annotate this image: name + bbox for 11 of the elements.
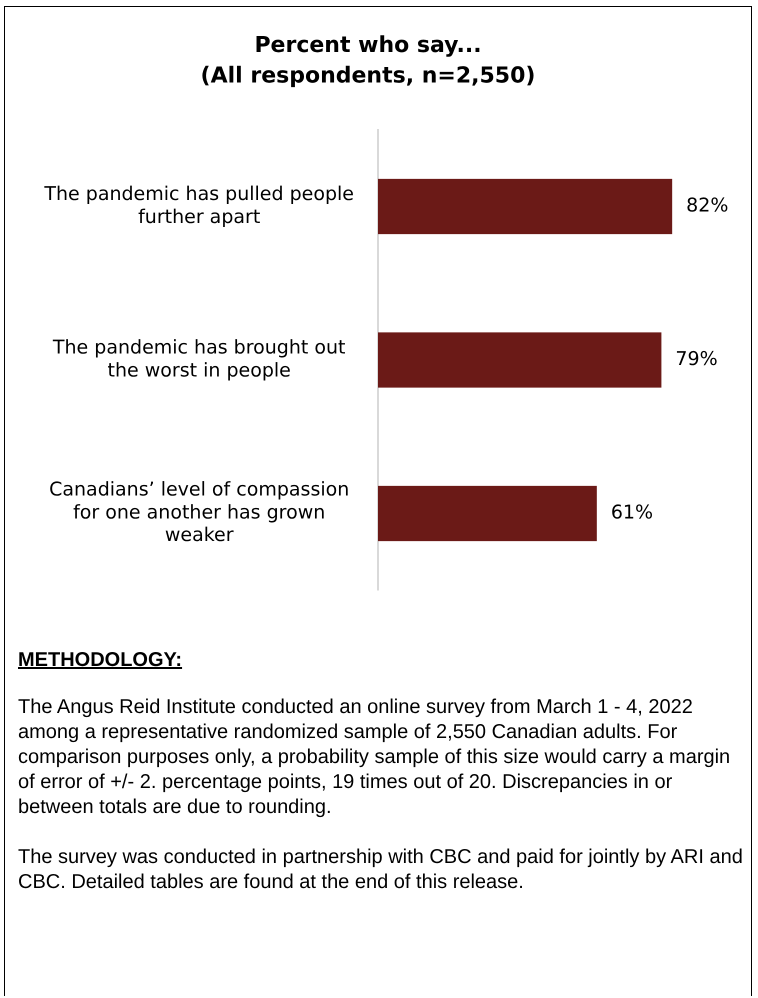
y-tick-label: The pandemic has brought out the worst in people [52, 336, 346, 382]
chart-title: Percent who say... [254, 32, 482, 58]
data-label: 79% [675, 348, 718, 370]
text: METHODOLOGY: [18, 648, 184, 673]
data-label: 61% [610, 501, 654, 524]
text: The Angus Reid Institute conducted an online survey from March 1 - 4, 2022 among a representative randomized sample of 2,550 Canadian adults. For comparison purposes only, a probability sample of this size would carry a margin of error of +/- 2. percentage points, 19 times out of 20. Discrepancies in or between totals are due to rounding. [18, 695, 732, 820]
y-tick-label: Canadians’ level of compassion for one another has grown weaker [49, 478, 350, 546]
y-tick-label: The pandemic has pulled people further apart [43, 183, 354, 228]
chart-subtitle: (All respondents, n=2,550) [200, 63, 536, 88]
text: The survey was conducted in partnership with CBC and paid for jointly by ARI and CBC. Detailed tables are found at the end of this release. [18, 845, 744, 895]
data-label: 82% [686, 194, 728, 216]
